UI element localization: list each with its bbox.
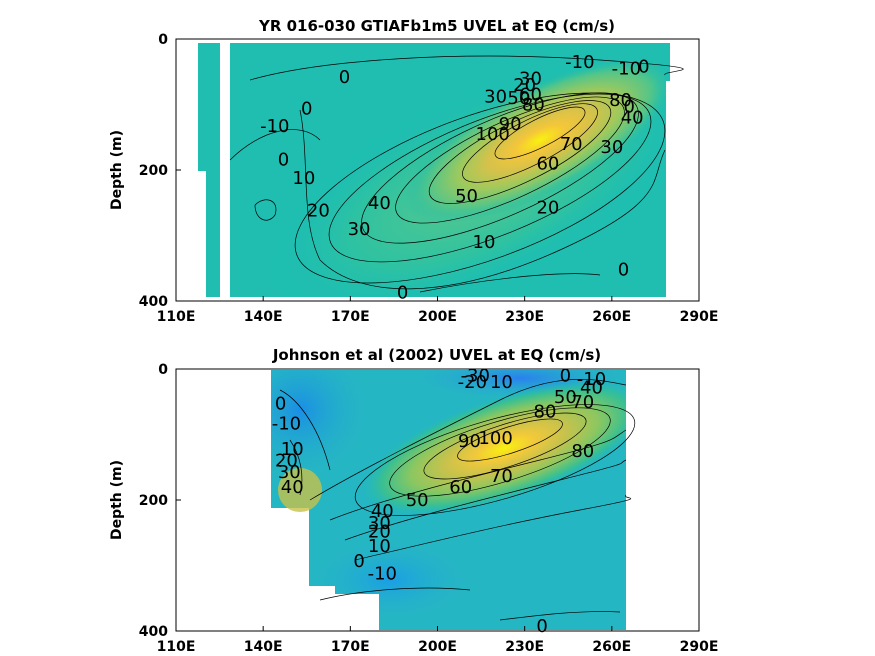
contour-label: 30 [348, 219, 371, 240]
contour-label: -10 [260, 116, 289, 137]
contour-label: 30 [519, 68, 542, 89]
y-tick-label: 400 [139, 294, 168, 310]
contour-label: 30 [368, 513, 391, 534]
contour-label: 30 [278, 462, 301, 483]
contour-label: 60 [519, 85, 542, 106]
contour-label: 10 [368, 536, 391, 557]
x-tick-label: 290E [680, 309, 719, 325]
contour-label: 50 [406, 490, 429, 511]
y-tick-label: 200 [139, 163, 168, 179]
x-tick-label: 200E [418, 639, 457, 655]
panel-1-ylabel: Depth (m) [109, 130, 125, 210]
contour-label: 0 [638, 57, 649, 78]
contour-label: 70 [560, 134, 583, 155]
contour-label: 10 [473, 232, 496, 253]
contour-label: 80 [609, 90, 632, 111]
contour-label: 60 [449, 477, 472, 498]
contour-label: 50 [507, 88, 530, 109]
x-tick-label: 170E [331, 639, 370, 655]
y-tick-label: 200 [139, 493, 168, 509]
x-tick-label: 290E [680, 639, 719, 655]
contour-label: 50 [554, 387, 577, 408]
x-tick-label: 260E [592, 639, 631, 655]
contour-label: 20 [513, 75, 536, 96]
y-tick-label: 0 [158, 362, 168, 378]
contour-label: 40 [621, 108, 644, 129]
contour-label: 0 [560, 366, 571, 387]
contour-label: -10 [577, 369, 606, 390]
contour-label: -10 [565, 52, 594, 73]
contour-label: 40 [371, 501, 394, 522]
contour-label: 70 [571, 392, 594, 413]
contour-label: 20 [275, 451, 298, 472]
x-tick-label: 110E [157, 309, 196, 325]
panel-2-contours [279, 379, 636, 621]
panel-1-contours [229, 55, 684, 293]
contour-label: 100 [478, 428, 512, 449]
contour-label: 0 [536, 616, 547, 637]
contour-label: 30 [600, 137, 623, 158]
contour-label: 0 [618, 260, 629, 281]
contour-label: 60 [536, 153, 559, 174]
contour-label: 0 [278, 150, 289, 171]
contour-label: -10 [272, 413, 301, 434]
contour-label: 0 [275, 394, 286, 415]
contour-label: 40 [580, 377, 603, 398]
contour-label: 0 [397, 282, 408, 303]
contour-label: 0 [353, 551, 364, 572]
x-tick-label: 140E [244, 309, 283, 325]
contour-label: 0 [624, 96, 635, 117]
contour-label: -10 [368, 563, 397, 584]
contour-label: 20 [368, 521, 391, 542]
contour-label: 50 [455, 186, 478, 207]
panel-2-field [271, 370, 626, 630]
y-tick-label: 0 [158, 32, 168, 48]
contour-label: 0 [339, 67, 350, 88]
contour-label: -20 [458, 372, 487, 393]
contour-label: 40 [368, 193, 391, 214]
contour-label: 10 [281, 439, 304, 460]
panel-1-field [198, 43, 670, 297]
x-tick-label: 170E [331, 309, 370, 325]
contour-label: -30 [461, 366, 490, 387]
panel-2-title: Johnson et al (2002) UVEL at EQ (cm/s) [272, 346, 601, 364]
contour-label: 20 [536, 197, 559, 218]
contour-label: 70 [490, 466, 513, 487]
contour-label: 0 [301, 98, 312, 119]
contour-label: 90 [499, 114, 522, 135]
contour-label: 20 [307, 201, 330, 222]
panel-2-ylabel: Depth (m) [109, 460, 125, 540]
contour-label: 90 [458, 431, 481, 452]
contour-label: 40 [281, 477, 304, 498]
contour-label: -10 [612, 58, 641, 79]
x-tick-label: 140E [244, 639, 283, 655]
contour-label: 30 [484, 87, 507, 108]
x-tick-label: 200E [418, 309, 457, 325]
x-tick-label: 230E [505, 309, 544, 325]
contour-label: 80 [534, 402, 557, 423]
contour-label: 80 [571, 441, 594, 462]
panel-1-title: YR 016-030 GTIAFb1m5 UVEL at EQ (cm/s) [258, 17, 615, 35]
x-tick-label: 230E [505, 639, 544, 655]
contour-label: 80 [522, 95, 545, 116]
contour-label: 100 [476, 124, 510, 145]
x-tick-label: 260E [592, 309, 631, 325]
x-tick-label: 110E [157, 639, 196, 655]
contour-label: 10 [292, 168, 315, 189]
y-tick-label: 400 [139, 624, 168, 640]
contour-label: 10 [490, 372, 513, 393]
